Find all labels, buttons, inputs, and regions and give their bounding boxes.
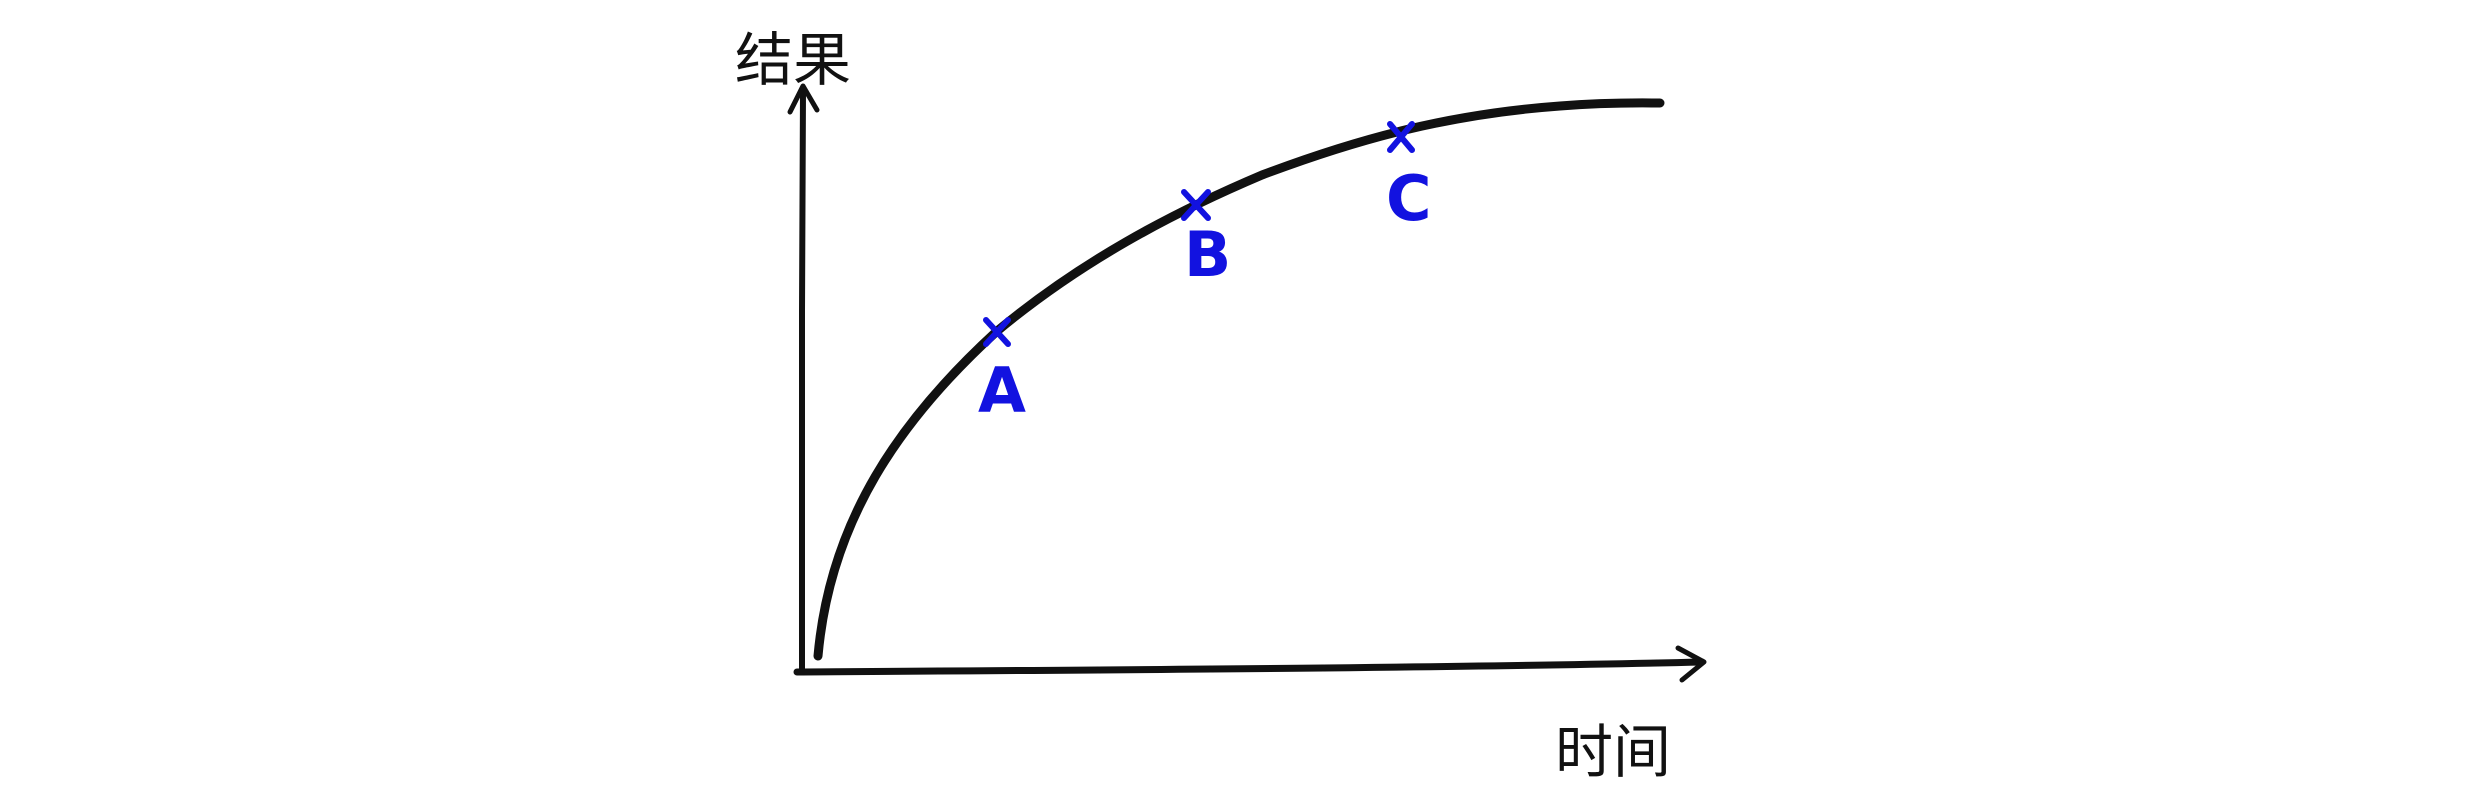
growth-curve (813, 98, 1665, 661)
x-axis-arrowhead (1675, 645, 1707, 683)
cross-icon (1387, 121, 1415, 153)
x-axis (793, 658, 1706, 676)
cross-icon (983, 317, 1011, 347)
point-marker-c: C (1386, 121, 1432, 235)
point-label-c: C (1386, 162, 1432, 235)
point-label-a: A (978, 354, 1026, 427)
y-axis-arrowhead (787, 83, 820, 115)
point-marker-b: B (1181, 189, 1231, 291)
point-label-b: B (1184, 218, 1231, 291)
point-marker-a: A (978, 317, 1026, 427)
cross-icon (1181, 189, 1211, 221)
y-axis-title: 结果 (735, 26, 851, 94)
y-axis (798, 87, 806, 675)
x-axis-title: 时间 (1555, 718, 1671, 786)
